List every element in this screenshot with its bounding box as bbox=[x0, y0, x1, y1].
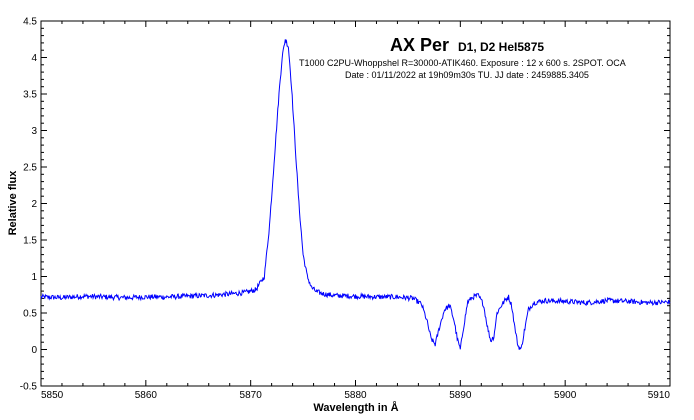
x-tick-label: 5850 bbox=[41, 390, 64, 401]
chart-title: AX Per bbox=[390, 35, 449, 55]
y-tick-label: 1.5 bbox=[23, 236, 37, 247]
axis-tick-labels: 5850 5860 5870 5880 5890 5900 5910 -0.5 0 0.5 1 1.5… bbox=[20, 17, 671, 402]
y-tick-label: 2.5 bbox=[23, 163, 37, 174]
spectrum-line bbox=[40, 38, 671, 350]
chart-annotation-date: Date : 01/11/2022 at 19h09m30s TU. JJ da… bbox=[345, 70, 589, 80]
y-tick-label: 4 bbox=[31, 53, 37, 64]
x-tick-label: 5870 bbox=[240, 390, 263, 401]
y-tick-label: 4.5 bbox=[23, 17, 37, 28]
y-tick-label: 2 bbox=[31, 199, 37, 210]
x-tick-label: 5880 bbox=[344, 390, 367, 401]
y-tick-label: -0.5 bbox=[20, 382, 38, 393]
x-tick-label: 5860 bbox=[135, 390, 158, 401]
x-tick-label: 5910 bbox=[648, 390, 671, 401]
chart-annotation-instrument: T1000 C2PU-Whoppshel R=30000-ATIK460. Ex… bbox=[299, 58, 626, 68]
x-tick-label: 5890 bbox=[449, 390, 472, 401]
x-tick-label: 5900 bbox=[554, 390, 577, 401]
y-tick-label: 1 bbox=[31, 272, 37, 283]
x-axis-label: Wavelength in Å bbox=[313, 401, 398, 414]
y-tick-label: 3 bbox=[31, 126, 37, 137]
y-tick-label: 0.5 bbox=[23, 309, 37, 320]
y-tick-label: 0 bbox=[31, 345, 37, 356]
y-axis-label: Relative flux bbox=[7, 170, 19, 236]
chart-subtitle: D1, D2 HeI5875 bbox=[458, 40, 544, 54]
y-tick-label: 3.5 bbox=[23, 90, 37, 101]
axis-ticks bbox=[40, 20, 671, 387]
